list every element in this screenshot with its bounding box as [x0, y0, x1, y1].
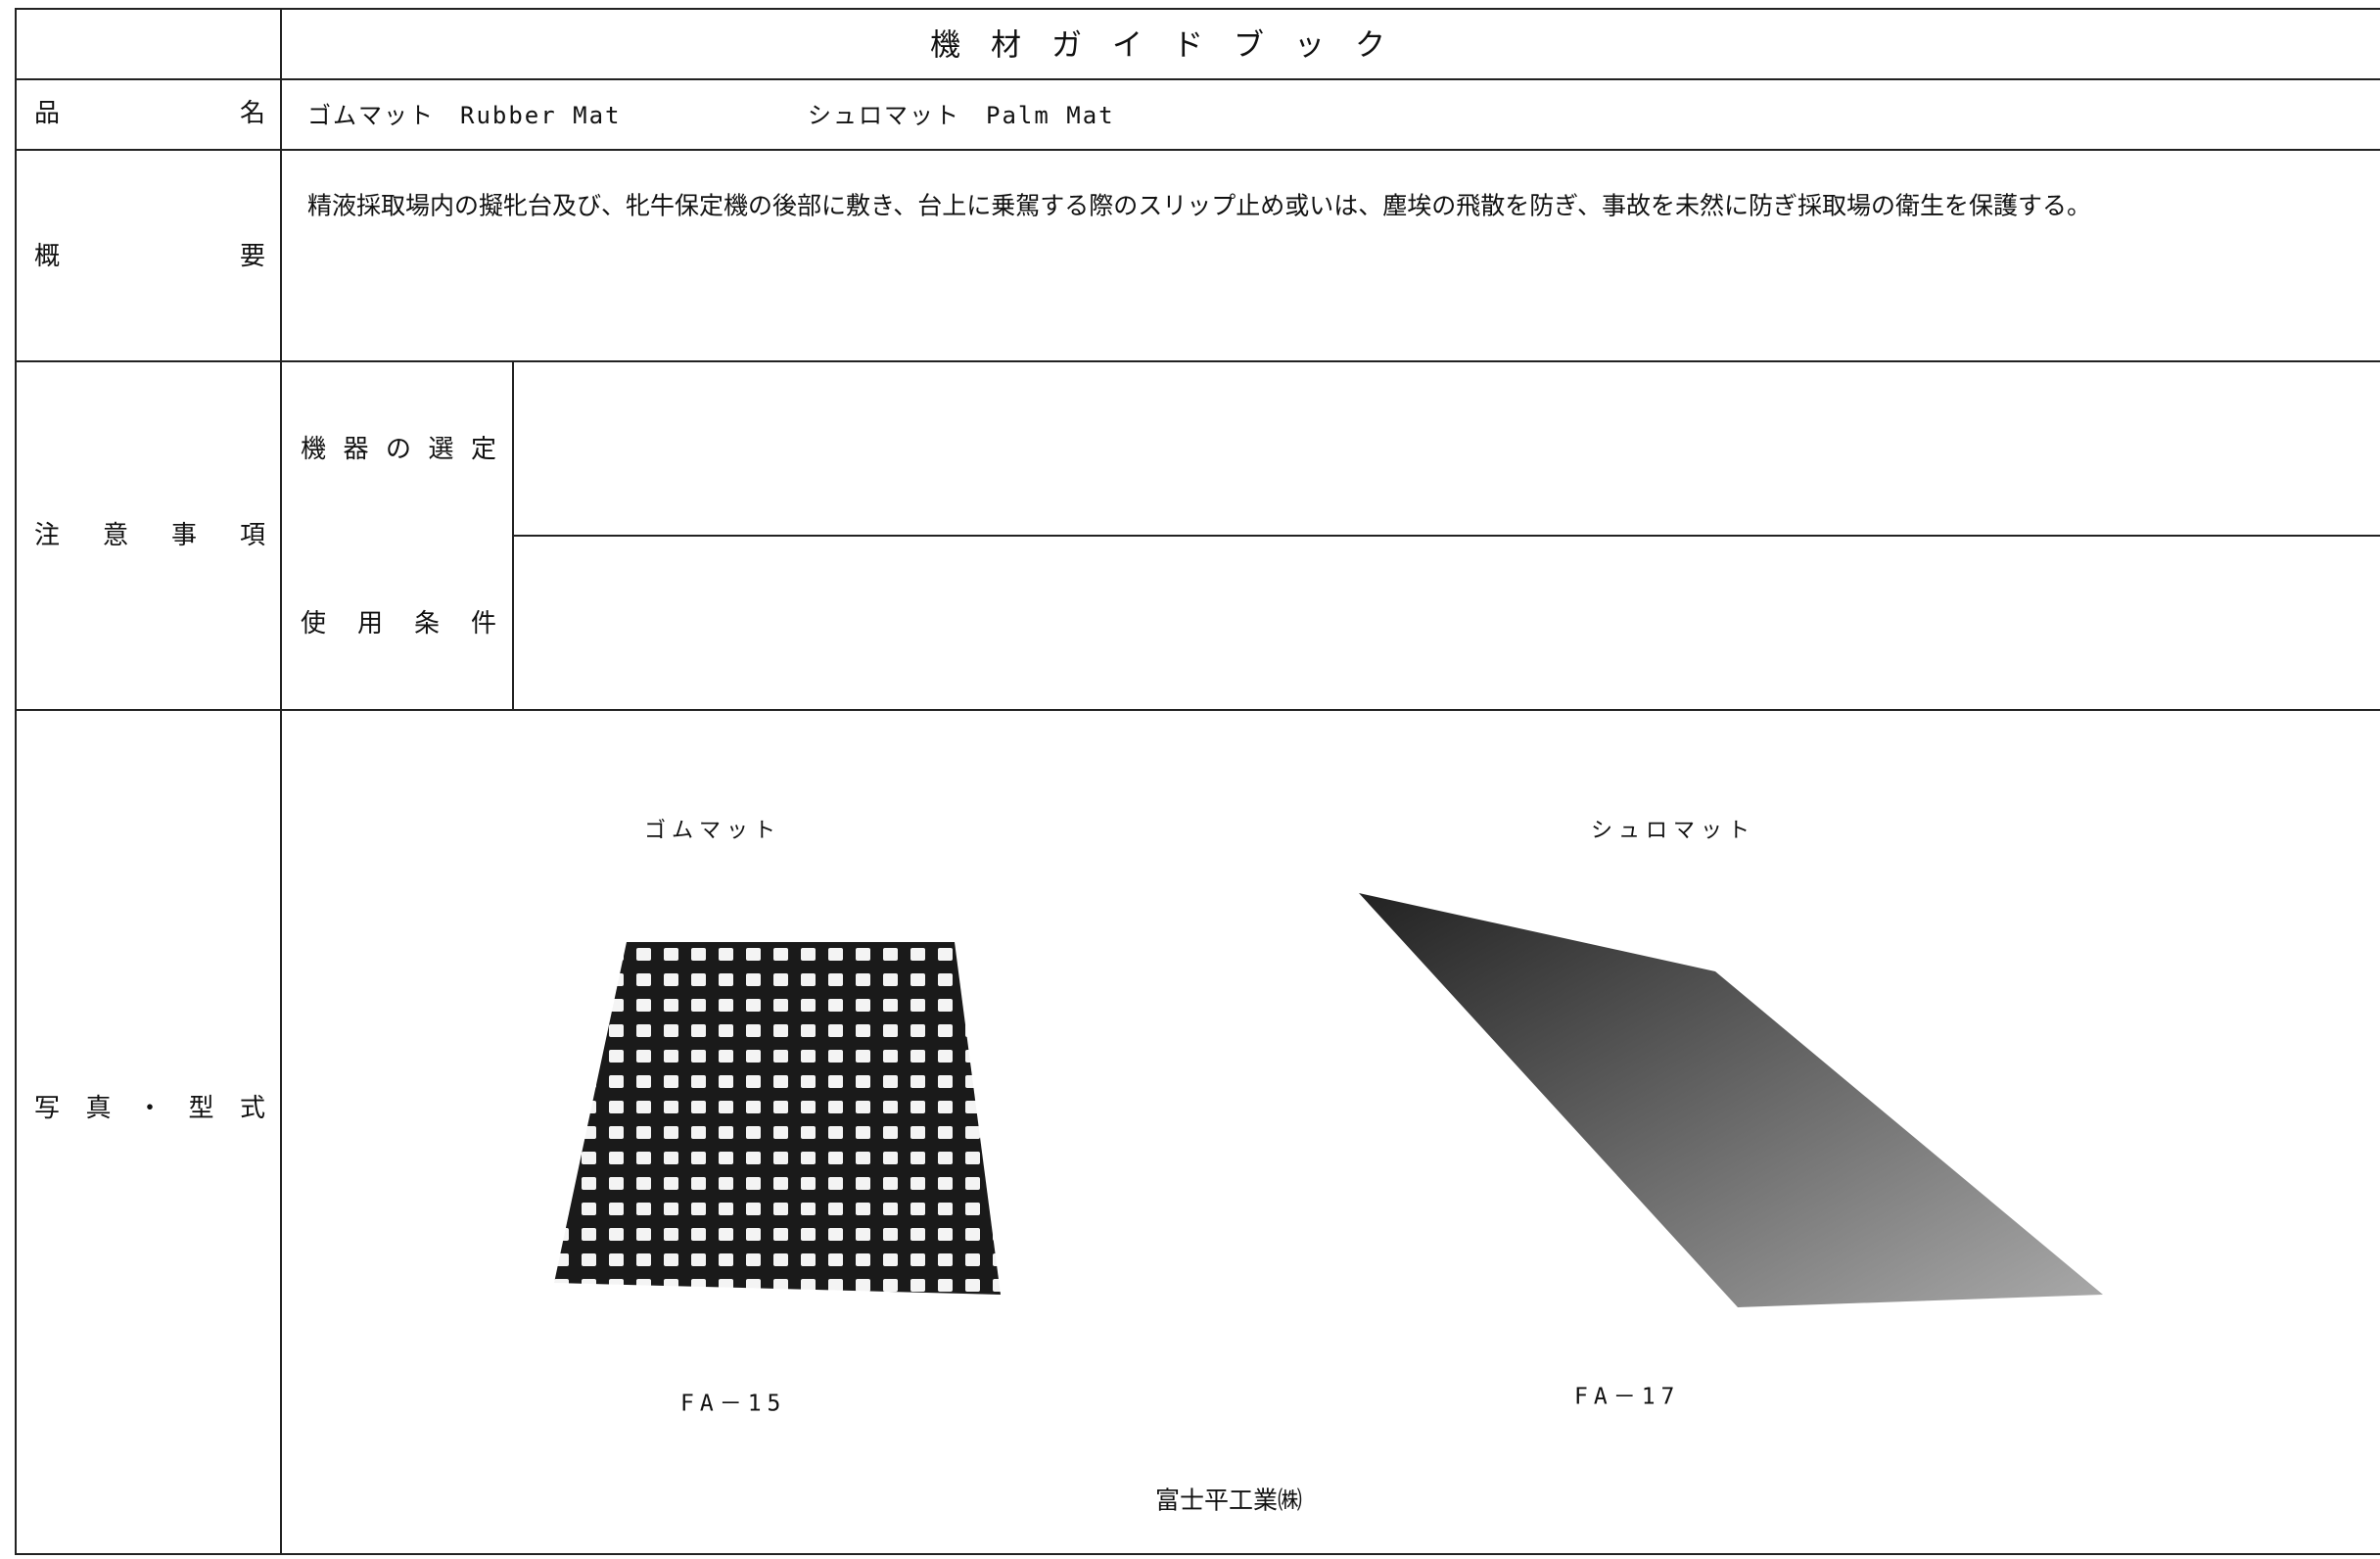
rubber-mat-photo — [554, 942, 1001, 1295]
sub-label: 機器の選定 — [301, 435, 496, 464]
model-number: FA－15 — [680, 1391, 787, 1417]
title: 機 材 ガ イ ド ブ ッ ク — [930, 27, 1385, 64]
row-label: 概要 — [34, 242, 265, 271]
product-name: シュロマット Palm Mat — [808, 102, 1115, 129]
border-top — [15, 8, 2380, 10]
palm-mat-photo — [1359, 893, 2103, 1307]
product-name: ゴムマット Rubber Mat — [307, 102, 622, 129]
column-divider — [280, 8, 282, 1555]
overview-text: 精液採取場内の擬牝台及び、牝牛保定機の後部に敷き、台上に乗駕する際のスリップ止め… — [307, 191, 2092, 220]
model-number: FA－17 — [1574, 1384, 1681, 1410]
photo-caption: ゴムマット — [644, 819, 782, 843]
row-line — [15, 149, 2380, 151]
row-label: 写真・型式 — [34, 1094, 265, 1123]
row-label: 注意事項 — [34, 521, 265, 550]
row-line — [513, 535, 2380, 537]
sub-divider — [512, 360, 514, 709]
photo-caption: シュロマット — [1591, 819, 1756, 843]
border-bottom — [15, 1553, 2380, 1555]
row-line — [15, 360, 2380, 362]
row-label: 品名 — [34, 99, 265, 128]
sub-label: 使用条件 — [301, 609, 496, 638]
manufacturer: 富士平工業㈱ — [1155, 1486, 1303, 1515]
row-line — [15, 709, 2380, 711]
row-line — [15, 78, 2380, 80]
border-left — [15, 8, 17, 1555]
